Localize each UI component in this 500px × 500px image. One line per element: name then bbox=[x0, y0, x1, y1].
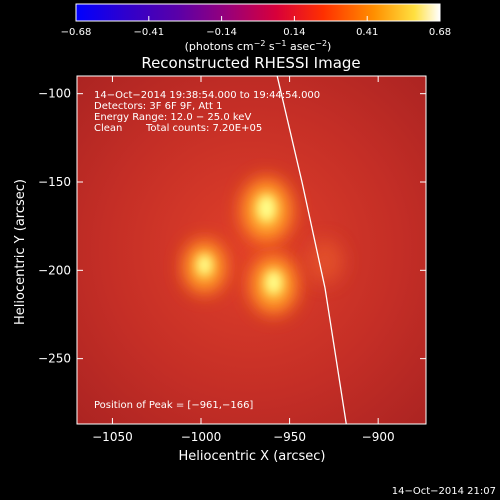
y-tick-label: −150 bbox=[38, 175, 71, 189]
info-clean-label: Clean bbox=[94, 123, 122, 134]
x-axis-label: Heliocentric X (arcsec) bbox=[179, 449, 326, 464]
info-total-counts: Total counts: 7.20E+05 bbox=[145, 123, 262, 134]
colorbar-tick-label: −0.14 bbox=[206, 27, 237, 38]
plot-frame bbox=[76, 75, 427, 425]
colorbar-tick-label: 0.68 bbox=[429, 27, 451, 38]
solar-limb-curve bbox=[276, 76, 347, 424]
colorbar-gradient bbox=[75, 3, 441, 22]
timestamp: 14−Oct−2014 21:07 bbox=[392, 486, 496, 497]
x-tick-label: −950 bbox=[273, 430, 306, 444]
colorbar: −0.68 −0.41 −0.14 0.14 0.41 0.68 (photons cm−… bbox=[61, 3, 451, 53]
colorbar-tick-label: −0.41 bbox=[133, 27, 164, 38]
peak-position: Position of Peak = [−961,−166] bbox=[94, 400, 253, 411]
y-tick-label: −100 bbox=[38, 87, 71, 101]
x-tick-label: −1000 bbox=[181, 430, 222, 444]
y-axis-label: Heliocentric Y (arcsec) bbox=[13, 179, 28, 325]
info-energy-range: Energy Range: 12.0 − 25.0 keV bbox=[94, 112, 251, 123]
colorbar-ticks: −0.68 −0.41 −0.14 0.14 0.41 0.68 bbox=[61, 16, 451, 38]
y-tick-label: −200 bbox=[38, 263, 71, 277]
plot-title: Reconstructed RHESSI Image bbox=[141, 54, 360, 72]
x-tick-label: −900 bbox=[362, 430, 395, 444]
info-detectors: Detectors: 3F 6F 9F, Att 1 bbox=[94, 101, 222, 112]
colorbar-tick-label: 0.41 bbox=[356, 27, 378, 38]
y-tick-label: −250 bbox=[38, 352, 71, 366]
x-tick-label: −1050 bbox=[92, 430, 133, 444]
emission-source bbox=[182, 238, 227, 295]
y-axis-ticks: −100 −150 −200 −250 bbox=[38, 87, 426, 366]
image-background bbox=[77, 76, 426, 424]
emission-source bbox=[239, 176, 294, 245]
colorbar-tick-label: −0.68 bbox=[61, 27, 92, 38]
observation-info: 14−Oct−2014 19:38:54.000 to 19:44:54.000… bbox=[94, 90, 320, 134]
emission-source bbox=[248, 253, 299, 316]
info-time-range: 14−Oct−2014 19:38:54.000 to 19:44:54.000 bbox=[94, 90, 320, 101]
emission-source bbox=[307, 239, 344, 284]
x-axis-ticks: −1050 −1000 −950 −900 bbox=[92, 76, 395, 444]
colorbar-units: (photons cm−2 s−1 asec−2) bbox=[185, 39, 332, 53]
plot-area bbox=[77, 76, 426, 424]
emission-sources bbox=[182, 176, 344, 316]
colorbar-tick-label: 0.14 bbox=[283, 27, 305, 38]
